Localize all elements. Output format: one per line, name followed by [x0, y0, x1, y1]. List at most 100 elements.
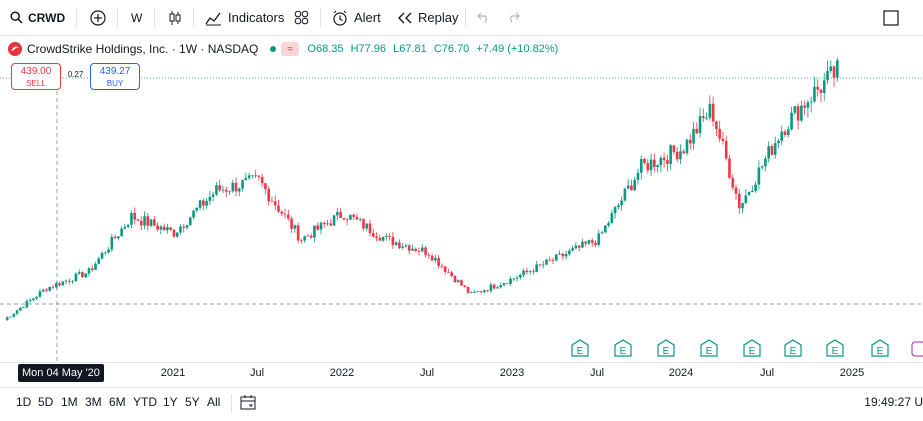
earnings-marker[interactable]: E — [871, 339, 889, 357]
candle-body — [414, 248, 418, 251]
earnings-marker[interactable]: E — [657, 339, 675, 357]
candle-body — [15, 310, 19, 314]
buy-button[interactable]: 439.27 BUY — [90, 63, 140, 90]
candle-body — [254, 175, 257, 177]
redo-button[interactable] — [507, 0, 520, 35]
candle-body — [747, 192, 751, 196]
time-axis[interactable]: 2021 Jul 2022 Jul 2023 Jul 2024 Jul 2025… — [0, 362, 923, 384]
candle-body — [688, 139, 692, 144]
candle-body — [368, 223, 372, 234]
candle-body — [38, 291, 42, 297]
candle-body — [443, 266, 447, 273]
candle-body — [675, 151, 679, 160]
candle-body — [378, 238, 382, 241]
ohlc-low: L67.81 — [393, 43, 427, 55]
candle-body — [666, 160, 669, 164]
candle-body — [522, 270, 525, 275]
candle-body — [345, 219, 349, 221]
range-1m[interactable]: 1M — [61, 395, 78, 409]
candle-body — [822, 80, 826, 94]
templates-button[interactable] — [294, 0, 309, 35]
sell-price: 439.00 — [20, 66, 52, 77]
spread-value: 0.27 — [67, 70, 84, 79]
sell-button[interactable]: 439.00 SELL — [11, 63, 61, 90]
candle-body — [166, 227, 169, 231]
wave-icon[interactable]: ≈ — [281, 42, 300, 56]
replay-button[interactable]: Replay — [397, 0, 458, 35]
range-1y[interactable]: 1Y — [163, 395, 178, 409]
candle-body — [228, 191, 231, 193]
compare-button[interactable] — [90, 0, 106, 35]
candle-body — [447, 272, 450, 273]
event-marker[interactable] — [911, 341, 923, 357]
candle-body — [117, 236, 120, 239]
plus-circle-icon — [90, 9, 106, 26]
earnings-marker[interactable]: E — [571, 339, 589, 357]
interval-button[interactable]: W — [131, 10, 143, 25]
candle-body — [754, 184, 757, 191]
candle-body — [535, 264, 538, 273]
crowdstrike-logo-icon — [8, 42, 22, 56]
candle-body — [287, 214, 290, 219]
range-all[interactable]: All — [207, 395, 221, 409]
candle-body — [329, 223, 333, 226]
candle-body — [734, 187, 738, 194]
fullscreen-button[interactable] — [883, 0, 899, 35]
earnings-marker[interactable]: E — [700, 339, 718, 357]
candle-body — [505, 283, 509, 285]
earnings-marker[interactable]: E — [826, 339, 844, 357]
candle-body — [332, 215, 336, 226]
candle-body — [777, 140, 780, 144]
candle-body — [590, 240, 594, 243]
range-5y[interactable]: 5Y — [185, 395, 200, 409]
candle-body — [440, 265, 444, 267]
candle-body — [45, 289, 48, 291]
indicators-icon — [205, 12, 221, 25]
candle-body — [731, 177, 735, 188]
candle-body — [339, 212, 342, 219]
candle-body — [528, 271, 532, 273]
candle-body — [672, 145, 676, 152]
alarm-clock-icon — [333, 10, 347, 26]
redo-icon — [510, 12, 520, 23]
earnings-marker-label: E — [790, 346, 797, 357]
range-ytd[interactable]: YTD — [133, 395, 157, 409]
indicators-button[interactable]: Indicators — [205, 0, 284, 35]
candle-body — [355, 216, 359, 220]
date-range-button[interactable] — [240, 394, 257, 416]
time-label: 2022 — [329, 367, 355, 379]
market-status-dot — [270, 46, 277, 52]
candle-body — [231, 182, 235, 192]
range-5d[interactable]: 5D — [38, 395, 54, 409]
range-1d[interactable]: 1D — [16, 395, 32, 409]
earnings-marker[interactable]: E — [743, 339, 761, 357]
alert-button[interactable]: Alert — [332, 0, 381, 35]
candle-body — [296, 225, 300, 241]
candle-body — [375, 236, 378, 239]
earnings-marker[interactable]: E — [614, 339, 632, 357]
candle-body — [241, 180, 244, 189]
candle-body — [149, 219, 153, 226]
candle-body — [110, 236, 114, 250]
candle-body — [613, 207, 617, 214]
symbol-search[interactable]: CRWD — [10, 0, 65, 35]
ohlc-change: +7.49 (+10.82%) — [476, 43, 559, 55]
candles-icon — [169, 10, 181, 25]
candle-body — [832, 66, 836, 78]
chart-type-button[interactable] — [168, 0, 182, 35]
range-6m[interactable]: 6M — [109, 395, 126, 409]
candle-body — [594, 242, 597, 245]
candle-body — [653, 159, 656, 168]
range-3m[interactable]: 3M — [85, 395, 102, 409]
candle-body — [607, 223, 610, 226]
candle-body — [773, 143, 777, 155]
candle-body — [718, 129, 721, 139]
candle-body — [130, 213, 133, 225]
candle-body — [682, 151, 686, 154]
earnings-marker[interactable]: E — [784, 339, 802, 357]
undo-button[interactable] — [477, 0, 490, 35]
candle-body — [61, 281, 65, 286]
candle-body — [51, 286, 55, 288]
candle-body — [515, 277, 519, 279]
